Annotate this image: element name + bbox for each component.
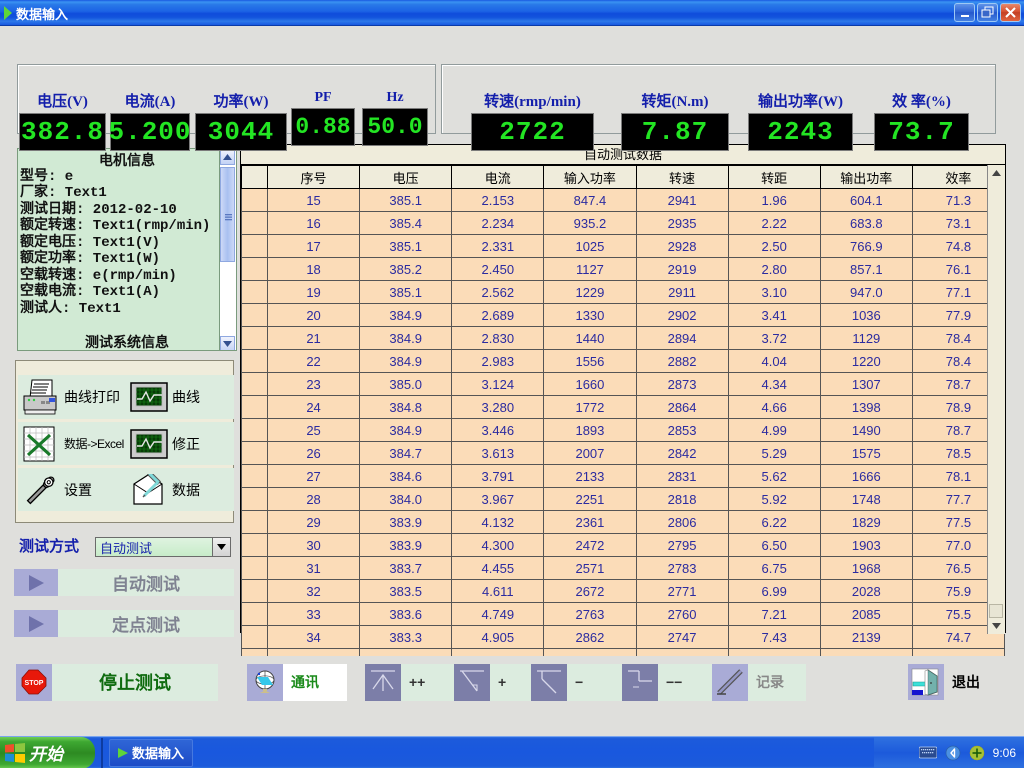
svg-text:STOP: STOP [25,680,44,687]
